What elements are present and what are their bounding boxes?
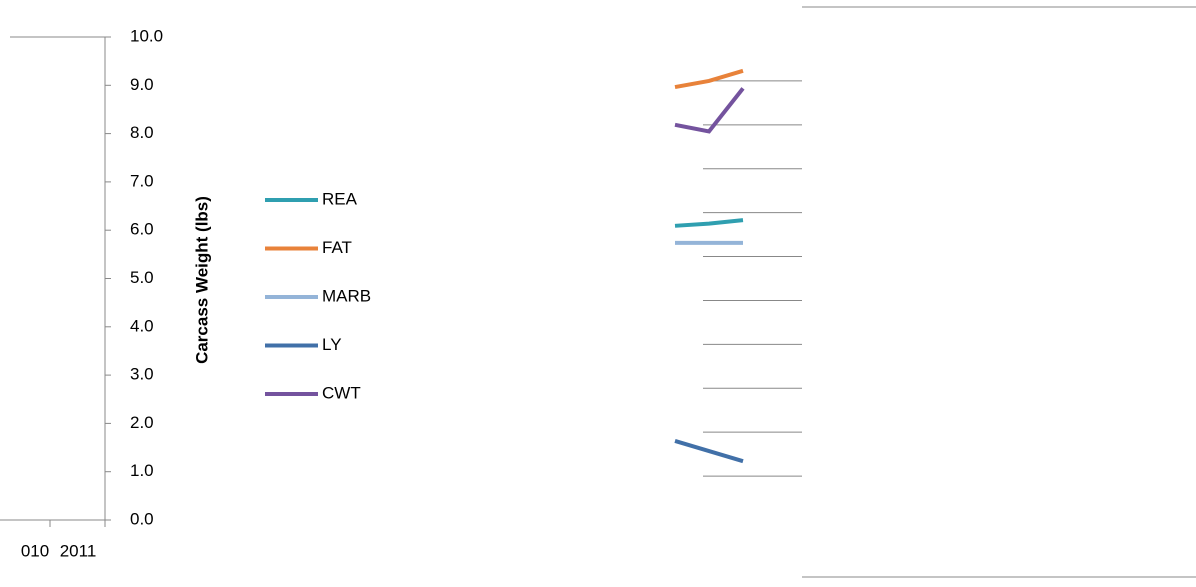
y-tick-label: 6.0 xyxy=(130,220,154,239)
x-tick-label: 010 xyxy=(21,541,49,560)
y-tick-label: 3.0 xyxy=(130,365,154,384)
series-line xyxy=(674,439,744,464)
series-line xyxy=(674,68,744,90)
x-tick-label: 2011 xyxy=(60,541,97,560)
y-tick-label: 0.0 xyxy=(130,509,154,528)
y-tick-label: 8.0 xyxy=(130,123,154,142)
y-tick-label: 1.0 xyxy=(130,461,154,480)
legend-label: FAT xyxy=(322,238,352,257)
y-tick-label: 7.0 xyxy=(130,171,154,190)
y-tick-label: 9.0 xyxy=(130,75,154,94)
y-axis-label: Carcass Weight (lbs) xyxy=(192,196,211,364)
series-line xyxy=(674,218,744,228)
y-tick-label: 2.0 xyxy=(130,413,154,432)
y-tick-label: 5.0 xyxy=(130,268,154,287)
y-tick-label: 4.0 xyxy=(130,316,154,335)
legend-label: REA xyxy=(322,189,358,208)
legend-label: LY xyxy=(322,335,342,354)
y-tick-label: 10.0 xyxy=(130,26,163,45)
legend-label: MARB xyxy=(322,286,371,305)
series-line xyxy=(674,87,745,134)
legend-label: CWT xyxy=(322,383,361,402)
